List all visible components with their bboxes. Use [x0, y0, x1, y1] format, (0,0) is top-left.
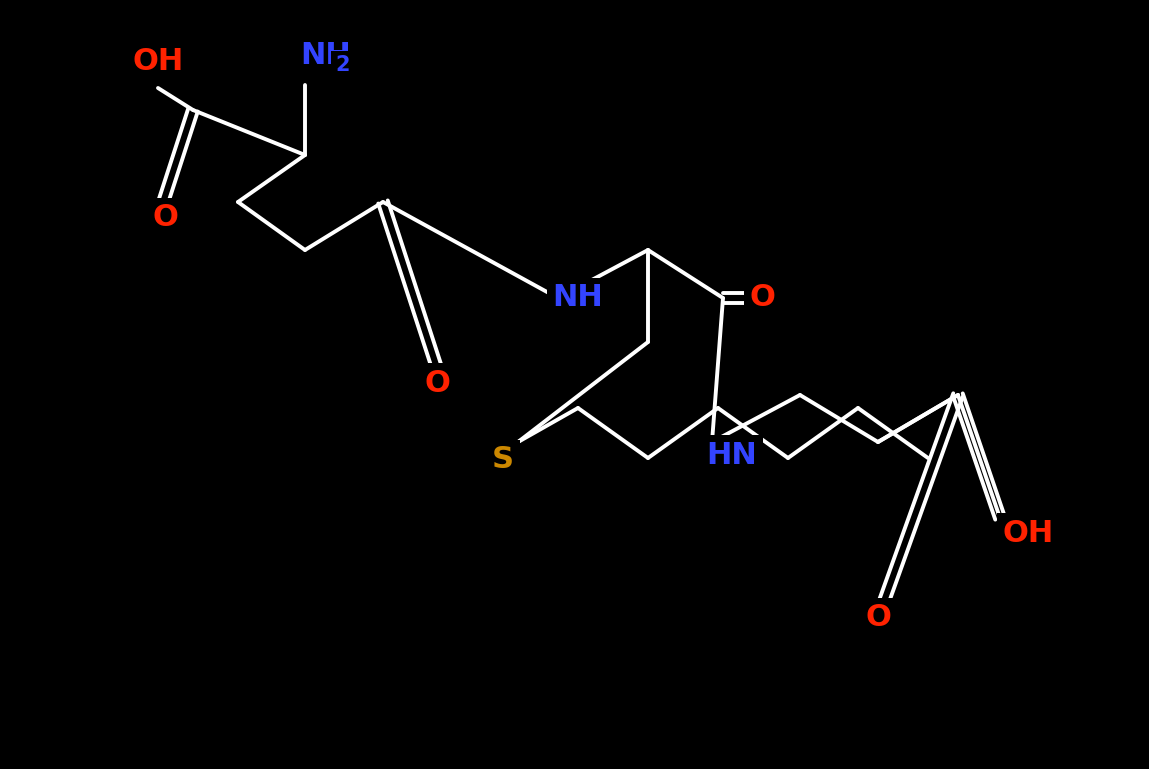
Text: O: O — [749, 284, 774, 312]
Text: S: S — [492, 445, 514, 474]
Text: O: O — [424, 368, 450, 398]
Text: O: O — [865, 604, 890, 632]
Text: OH: OH — [1002, 518, 1054, 548]
Text: NH: NH — [300, 41, 350, 69]
Text: HN: HN — [707, 441, 757, 470]
Text: 2: 2 — [336, 55, 349, 75]
Text: NH: NH — [553, 284, 603, 312]
Text: OH: OH — [132, 48, 184, 76]
Text: O: O — [152, 204, 178, 232]
